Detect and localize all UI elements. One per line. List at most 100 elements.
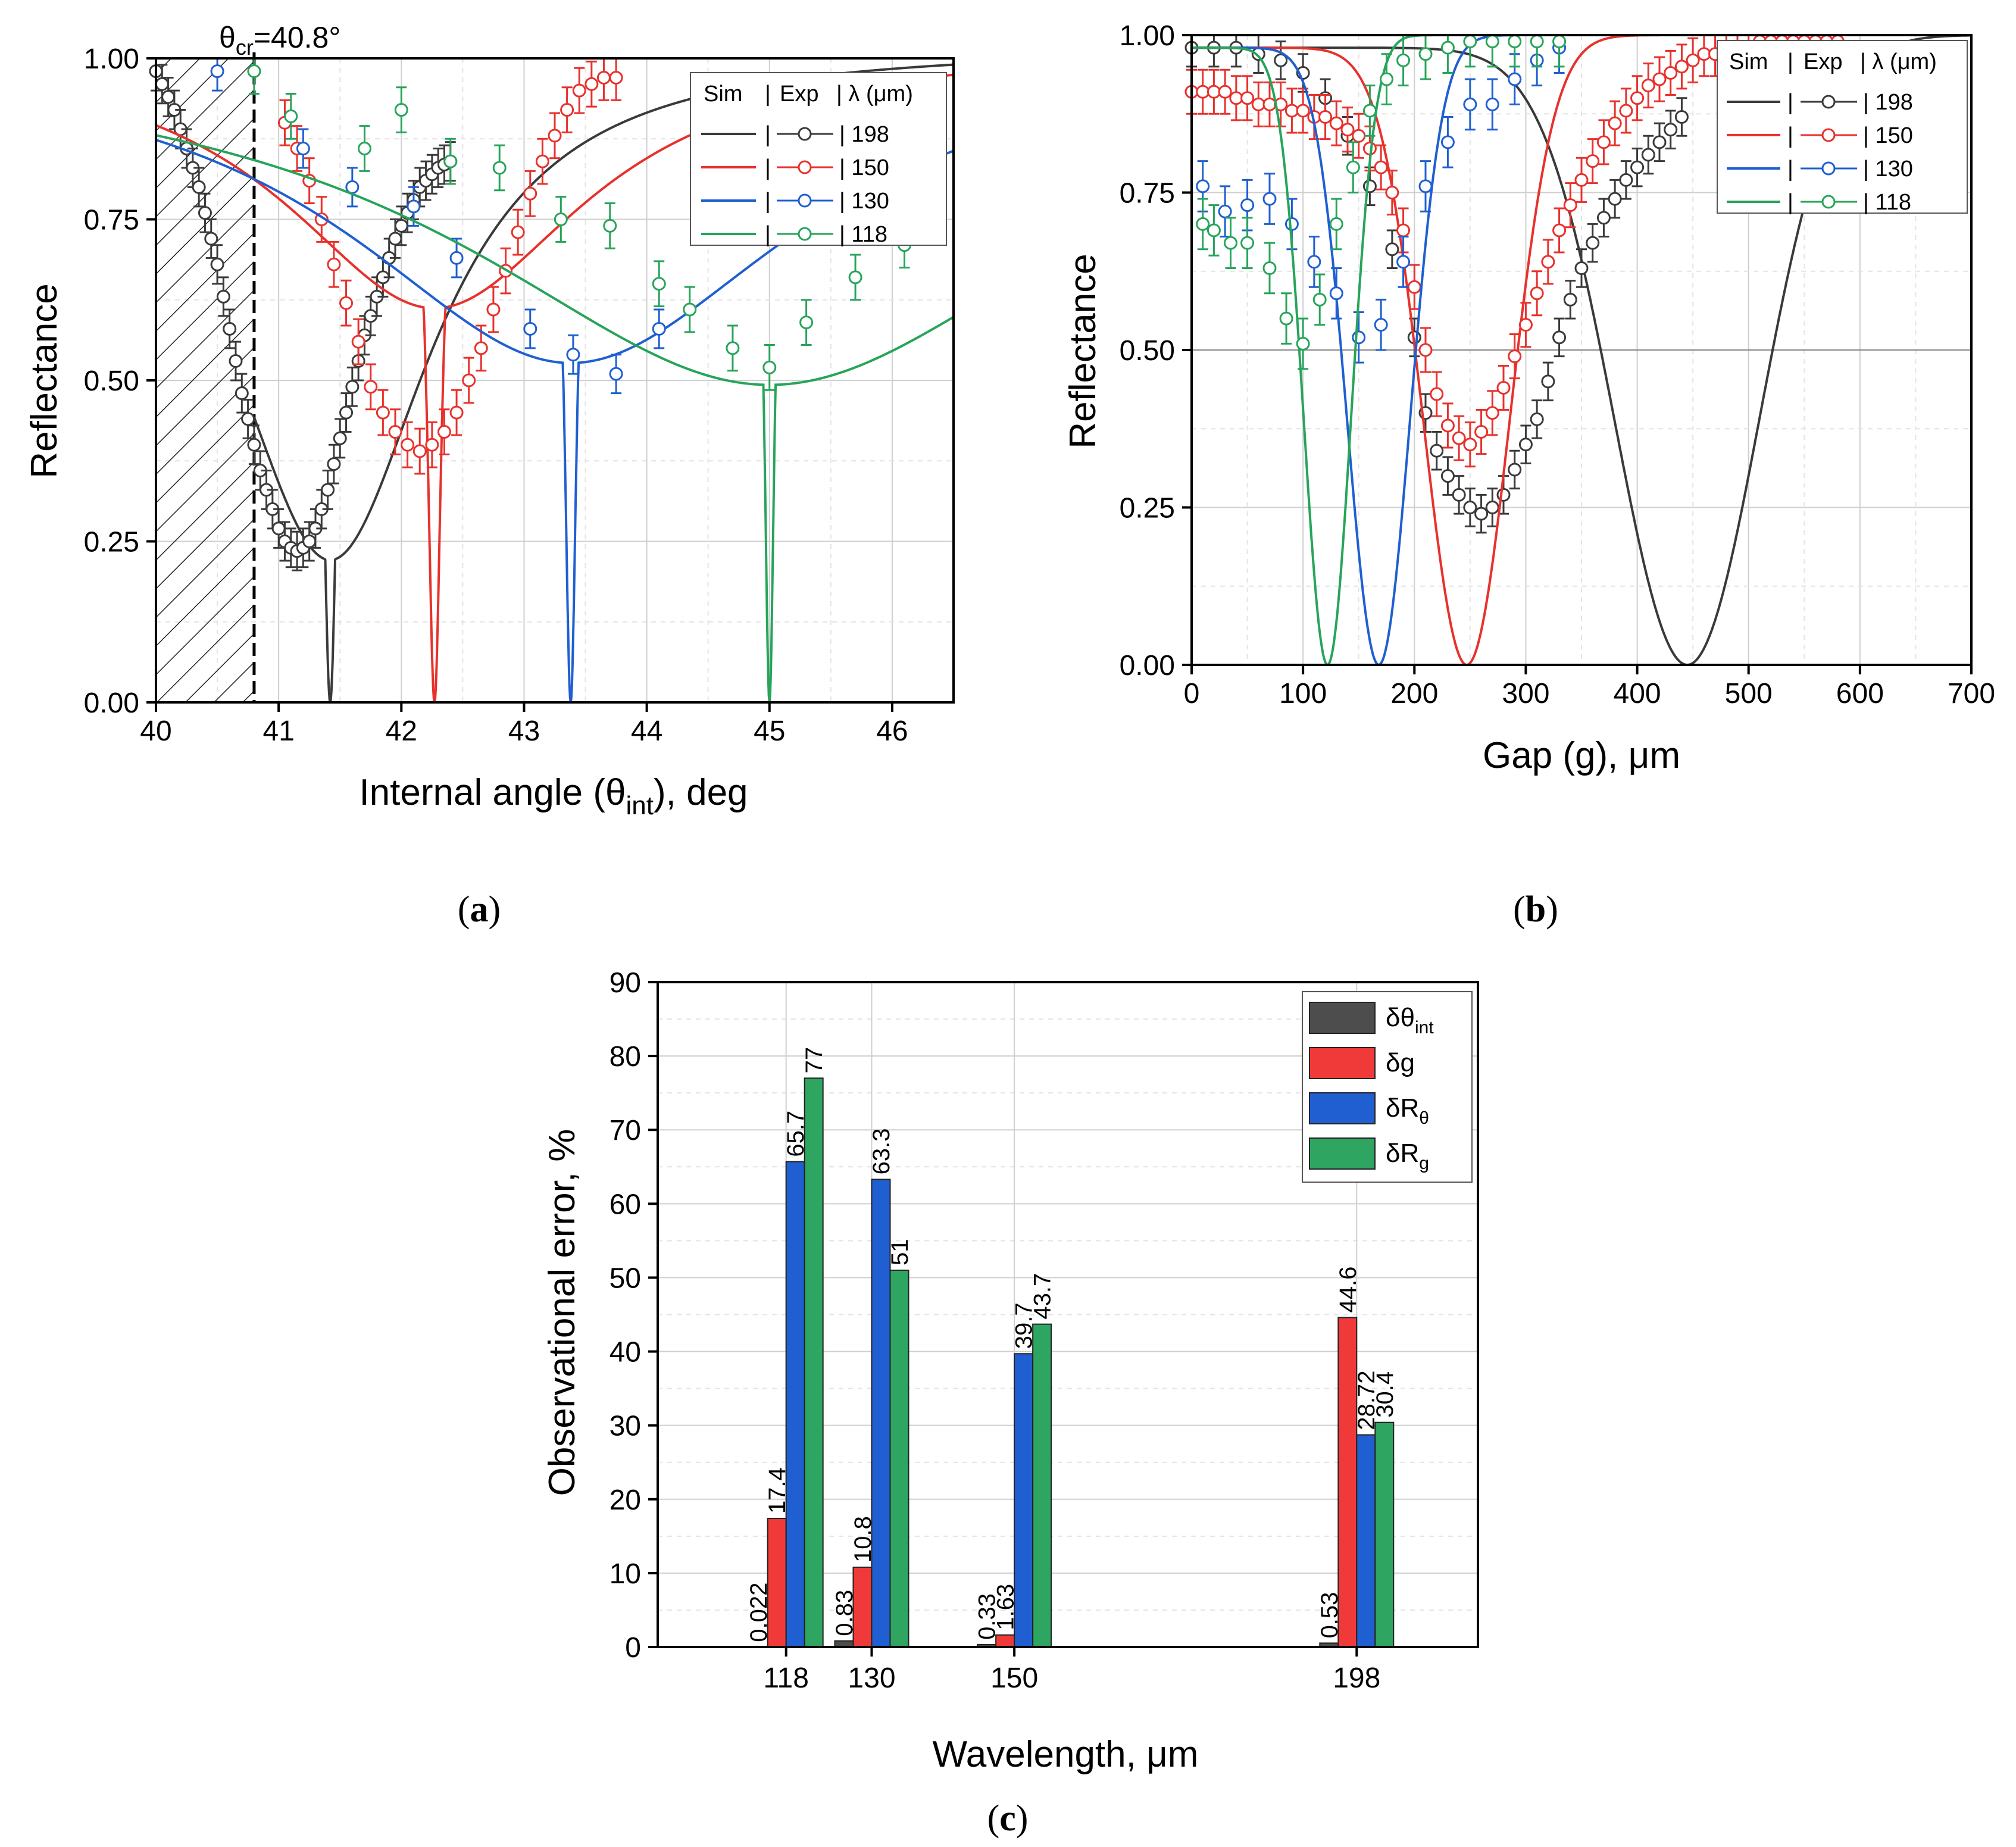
exp-point-198 xyxy=(1664,110,1678,149)
legend-label-main: δR xyxy=(1386,1139,1419,1168)
exp-point-198 xyxy=(1229,34,1243,68)
data-marker xyxy=(1552,330,1567,345)
sim-line-118 xyxy=(155,134,955,703)
x-tick-label: 40 xyxy=(140,715,171,747)
data-marker xyxy=(1563,198,1577,212)
legend-sep: | xyxy=(765,222,771,247)
data-marker xyxy=(210,64,224,79)
data-marker xyxy=(1508,35,1522,49)
exp-point-150 xyxy=(1641,62,1655,109)
panel-c-frame xyxy=(657,981,1479,1648)
exp-point-118 xyxy=(357,125,371,172)
exp-point-150 xyxy=(1196,68,1210,115)
exp-point-198 xyxy=(345,366,360,407)
exp-point-118 xyxy=(1296,317,1310,370)
legend-sep: | xyxy=(765,189,771,214)
legend-sep: | xyxy=(1787,123,1793,148)
data-marker xyxy=(357,141,371,155)
exp-point-150 xyxy=(1407,264,1421,310)
data-marker xyxy=(327,257,341,271)
exp-point-150 xyxy=(1508,333,1522,380)
legend-box xyxy=(690,72,947,246)
exp-point-130 xyxy=(1463,78,1477,131)
exp-point-198 xyxy=(1608,179,1622,219)
data-marker xyxy=(1196,85,1210,99)
y-tick-label: 40 xyxy=(610,1337,641,1368)
bar-δg-130 xyxy=(852,1566,873,1648)
data-marker xyxy=(1430,443,1444,458)
data-marker xyxy=(1630,91,1645,105)
exp-point-198 xyxy=(1563,280,1577,320)
data-marker xyxy=(1697,47,1711,61)
data-marker xyxy=(1196,179,1210,193)
exp-point-150 xyxy=(1440,402,1455,449)
exp-point-150 xyxy=(1340,107,1355,153)
data-marker xyxy=(1374,318,1388,332)
panel-c-bars: 0.02217.465.7770.8310.863.3510.331.6339.… xyxy=(746,1047,1398,1648)
exp-point-150 xyxy=(1296,87,1310,134)
data-marker xyxy=(799,315,814,330)
y-tick-label: 50 xyxy=(610,1262,641,1294)
exp-point-150 xyxy=(596,57,611,101)
data-marker xyxy=(1307,255,1321,269)
data-marker xyxy=(1686,53,1700,67)
legend-header: Exp xyxy=(1804,49,1842,74)
data-marker xyxy=(401,437,415,452)
data-marker xyxy=(848,270,862,285)
exp-point-118 xyxy=(1240,217,1255,269)
panel-b-caption: (b) xyxy=(1513,889,1558,930)
data-marker xyxy=(1664,65,1678,80)
exp-point-198 xyxy=(327,443,341,485)
exp-point-150 xyxy=(585,60,599,108)
bar-δRθ-150 xyxy=(1014,1353,1034,1648)
exp-point-130 xyxy=(345,167,360,208)
exp-point-198 xyxy=(1674,97,1689,137)
exp-point-150 xyxy=(1218,68,1232,115)
exp-point-130 xyxy=(449,237,464,279)
data-marker xyxy=(388,425,402,439)
exp-point-130 xyxy=(523,308,537,349)
exp-point-118 xyxy=(683,286,697,333)
legend-exp-marker xyxy=(798,193,812,208)
exp-point-118 xyxy=(799,299,814,346)
data-marker xyxy=(1508,349,1522,364)
data-marker xyxy=(437,425,451,439)
bar-value-label: 43.7 xyxy=(1030,1273,1056,1320)
data-marker xyxy=(1352,129,1366,143)
data-marker xyxy=(364,380,378,394)
exp-point-150 xyxy=(1518,302,1533,348)
exp-point-198 xyxy=(1552,317,1567,358)
exp-point-118 xyxy=(394,86,408,133)
legend-label: | 118 xyxy=(839,222,887,247)
legend-swatch xyxy=(1309,1092,1376,1124)
legend-sep: | xyxy=(765,155,771,180)
exp-point-150 xyxy=(1541,239,1555,285)
exp-point-130 xyxy=(1329,267,1343,320)
panel-b-xlabel: Gap (g), μm xyxy=(1483,735,1680,776)
data-marker xyxy=(603,218,617,233)
legend-header: Exp xyxy=(780,82,818,107)
data-marker xyxy=(726,341,740,355)
x-tick-label: 150 xyxy=(990,1662,1038,1694)
exp-point-150 xyxy=(1418,327,1433,373)
data-marker xyxy=(1374,160,1388,174)
data-marker xyxy=(296,141,310,155)
panel-a: 40 41 42 43 44 45 46 0.00 0.25 0.50 0.75 1.00 Inter… xyxy=(24,21,955,930)
data-marker xyxy=(1508,72,1522,86)
legend-exp-marker xyxy=(1821,128,1836,142)
data-marker xyxy=(1440,418,1455,433)
data-marker xyxy=(1329,286,1343,301)
y-tick-label: 0 xyxy=(625,1632,641,1664)
data-marker xyxy=(271,521,286,536)
data-marker xyxy=(229,354,243,368)
data-marker xyxy=(652,277,666,291)
exp-point-150 xyxy=(1530,270,1544,317)
data-marker xyxy=(1619,173,1633,187)
exp-point-198 xyxy=(1474,493,1489,534)
legend-label: | 130 xyxy=(839,189,889,214)
exp-point-118 xyxy=(1380,53,1393,105)
exp-point-198 xyxy=(1541,361,1555,402)
legend-exp-marker xyxy=(1821,161,1836,176)
exp-point-118 xyxy=(726,324,740,372)
exp-point-198 xyxy=(314,489,329,530)
